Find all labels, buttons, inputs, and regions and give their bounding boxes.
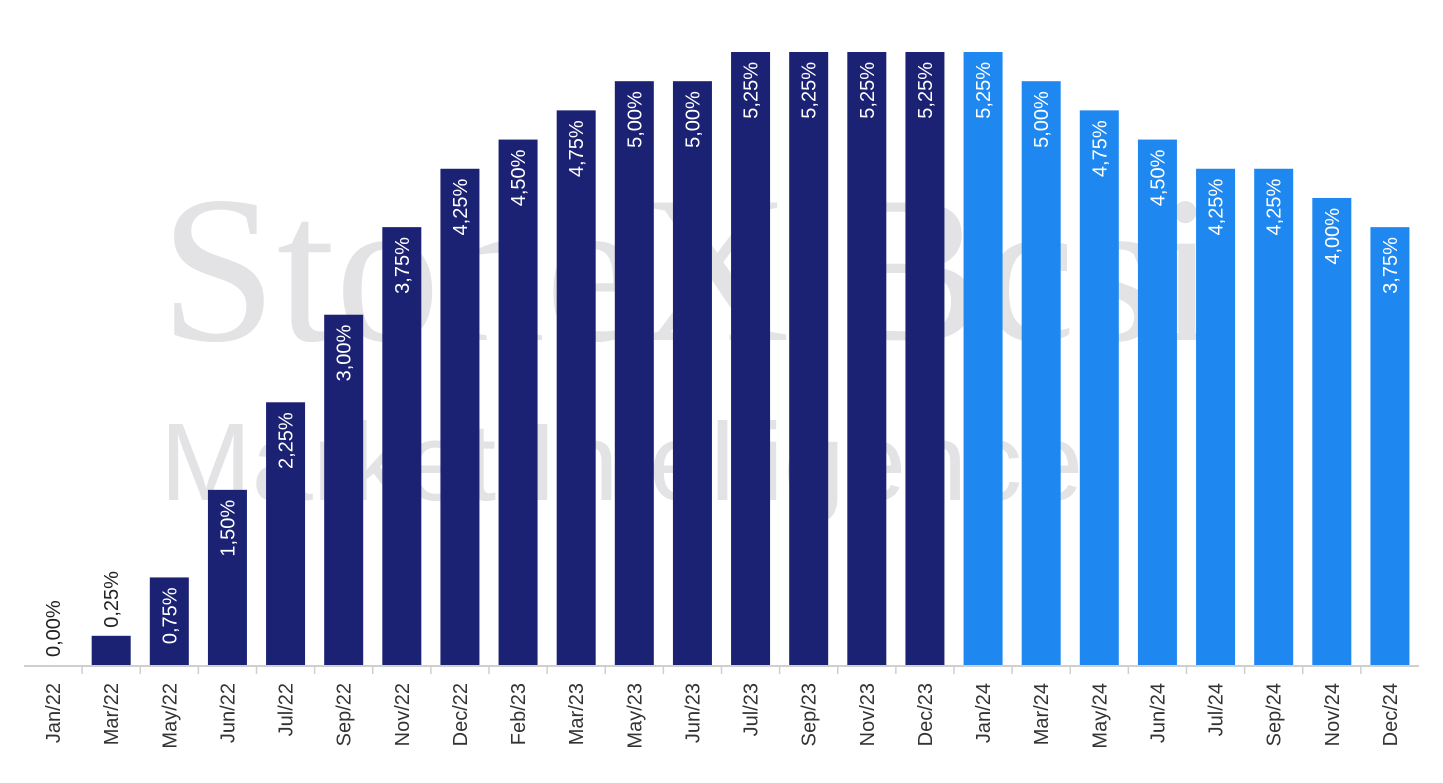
value-label: 5,25% (915, 62, 937, 119)
x-tick-label: Jan/24 (973, 683, 995, 743)
bar-nov-23 (847, 52, 887, 665)
x-tick-label: Nov/23 (857, 683, 879, 746)
x-tick-label: Nov/24 (1322, 683, 1344, 746)
value-label: 0,25% (101, 571, 123, 628)
value-label: 4,25% (1264, 179, 1286, 236)
x-tick-label: May/22 (159, 683, 181, 749)
bar-may-22 (149, 577, 189, 665)
x-tick-label: Mar/23 (566, 683, 588, 745)
x-tick-label: Sep/22 (334, 683, 356, 746)
x-tick-label: Jun/22 (217, 683, 239, 743)
bar-jun-22 (207, 489, 247, 665)
value-label: 5,00% (682, 91, 704, 148)
value-label: 4,75% (566, 120, 588, 177)
bar-sep-23 (789, 52, 829, 665)
bar-nov-24 (1312, 197, 1352, 665)
bar-sep-22 (324, 314, 364, 665)
bar-mar-24 (1021, 81, 1061, 665)
bar-jul-24 (1196, 168, 1236, 665)
x-tick-label: Mar/22 (101, 683, 123, 745)
bar-sep-24 (1254, 168, 1294, 665)
value-label: 0,00% (43, 600, 65, 657)
x-tick-label: Sep/23 (799, 683, 821, 746)
value-label: 4,50% (1147, 149, 1169, 206)
value-label: 5,00% (1031, 91, 1053, 148)
value-label: 3,75% (1380, 237, 1402, 294)
x-tick-label: Dec/24 (1380, 683, 1402, 746)
x-tick-label: Jun/24 (1147, 683, 1169, 743)
x-tick-label: Nov/22 (392, 683, 414, 746)
x-tick-label: Jul/22 (276, 683, 298, 736)
bar-may-23 (614, 81, 654, 665)
x-tick-label: May/23 (624, 683, 646, 749)
value-label: 4,25% (1206, 179, 1228, 236)
x-tick-label: Dec/22 (450, 683, 472, 746)
value-label: 4,75% (1089, 120, 1111, 177)
bars-group (91, 52, 1410, 666)
x-tick-label: Feb/23 (508, 683, 530, 745)
x-tick-label: Sep/24 (1264, 683, 1286, 746)
value-label: 2,25% (276, 412, 298, 469)
value-label: 5,25% (799, 62, 821, 119)
bar-jul-23 (731, 52, 771, 665)
bar-jun-23 (672, 81, 712, 665)
x-tick-labels-group: Jan/22 Mar/22 May/22 Jun/22 Jul/22 Sep/22 Nov/… (43, 666, 1402, 749)
value-label: 5,25% (973, 62, 995, 119)
x-tick-label: Mar/24 (1031, 683, 1053, 745)
value-label: 3,75% (392, 237, 414, 294)
bar-may-24 (1079, 110, 1119, 665)
bar-jul-22 (266, 402, 306, 665)
x-tick-label: Dec/23 (915, 683, 937, 746)
x-tick-label: Jul/24 (1206, 683, 1228, 736)
bar-mar-23 (556, 110, 596, 665)
value-label: 5,25% (857, 62, 879, 119)
bar-jun-24 (1137, 139, 1177, 666)
value-label: 4,00% (1322, 208, 1344, 265)
value-label: 3,00% (334, 325, 356, 382)
bar-dec-24 (1370, 227, 1410, 665)
bar-feb-23 (498, 139, 538, 666)
x-tick-label: May/24 (1089, 683, 1111, 749)
value-label: 4,25% (450, 179, 472, 236)
value-label: 5,25% (741, 62, 763, 119)
value-label: 4,50% (508, 149, 530, 206)
bar-nov-22 (382, 227, 422, 665)
x-tick-label: Jun/23 (682, 683, 704, 743)
bar-dec-22 (440, 168, 480, 665)
value-label: 1,50% (217, 500, 239, 557)
bar-dec-23 (905, 52, 945, 665)
value-label: 0,75% (159, 587, 181, 644)
x-tick-label: Jul/23 (741, 683, 763, 736)
value-labels-group: 0,00% 0,25% 0,75% 1,50% 2,25% 3,00% 3,75% 4,25%… (43, 62, 1402, 657)
bar-jan-24 (963, 52, 1003, 665)
value-label: 5,00% (624, 91, 646, 148)
bar-mar-22 (91, 635, 131, 665)
x-tick-label: Jan/22 (43, 683, 65, 743)
